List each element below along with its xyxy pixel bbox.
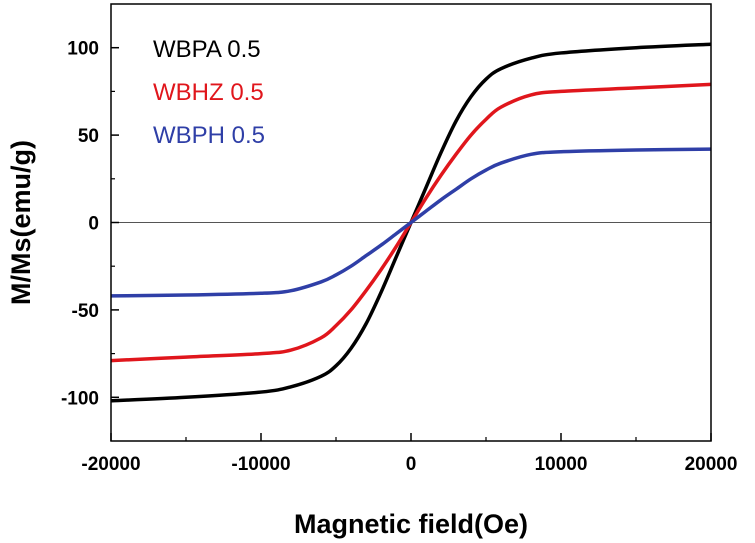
x-tick-label: 20000 [685, 454, 738, 475]
y-tick-label: 50 [78, 126, 99, 147]
y-tick-label: -50 [72, 301, 99, 322]
legend-label-wbph-0-5: WBPH 0.5 [153, 122, 265, 149]
y-tick-label: 0 [88, 214, 99, 235]
series-line-wbph-0-5 [110, 147, 712, 298]
x-tick-label: -10000 [231, 454, 290, 475]
y-tick-label: -100 [61, 388, 99, 409]
legend-label-wbhz-0-5: WBHZ 0.5 [153, 79, 264, 106]
y-axis-title: M/Ms(emu/g) [6, 140, 36, 305]
x-tick-label: 0 [406, 454, 417, 475]
x-tick-label: 10000 [535, 454, 588, 475]
x-tick-label: -20000 [81, 454, 140, 475]
legend-label-wbpa-0-5: WBPA 0.5 [153, 36, 261, 63]
y-tick-label: 100 [67, 39, 99, 60]
x-axis-title: Magnetic field(Oe) [294, 509, 528, 539]
